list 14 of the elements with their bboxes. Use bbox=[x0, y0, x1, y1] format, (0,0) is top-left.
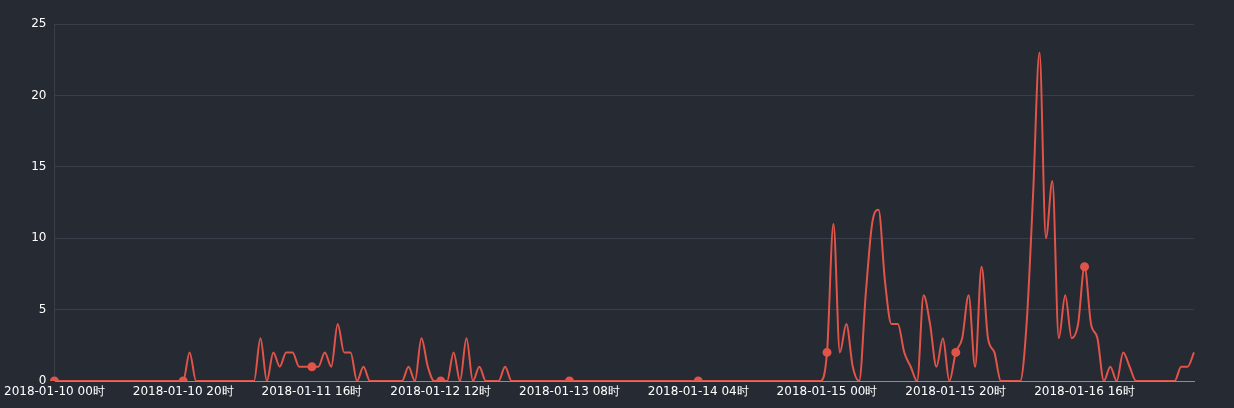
x-tick-label: 2018-01-16 16时 bbox=[1034, 384, 1135, 399]
y-tick-label: 20 bbox=[31, 87, 47, 102]
x-tick-label: 2018-01-14 04时 bbox=[647, 384, 749, 399]
x-tick-label: 2018-01-15 00时 bbox=[776, 384, 878, 399]
x-tick-label: 2018-01-10 00时 bbox=[4, 384, 105, 399]
y-tick-label: 10 bbox=[31, 230, 47, 245]
x-tick-label: 2018-01-12 12时 bbox=[390, 384, 492, 399]
x-tick-label: 2018-01-15 20时 bbox=[905, 384, 1007, 399]
y-tick-label: 15 bbox=[31, 158, 47, 173]
y-tick-label: 25 bbox=[31, 16, 47, 31]
y-tick-label: 5 bbox=[38, 301, 47, 316]
x-tick-label: 2018-01-11 16时 bbox=[261, 384, 363, 399]
x-tick-label: 2018-01-13 08时 bbox=[519, 384, 620, 399]
x-tick-label: 2018-01-10 20时 bbox=[132, 384, 234, 399]
